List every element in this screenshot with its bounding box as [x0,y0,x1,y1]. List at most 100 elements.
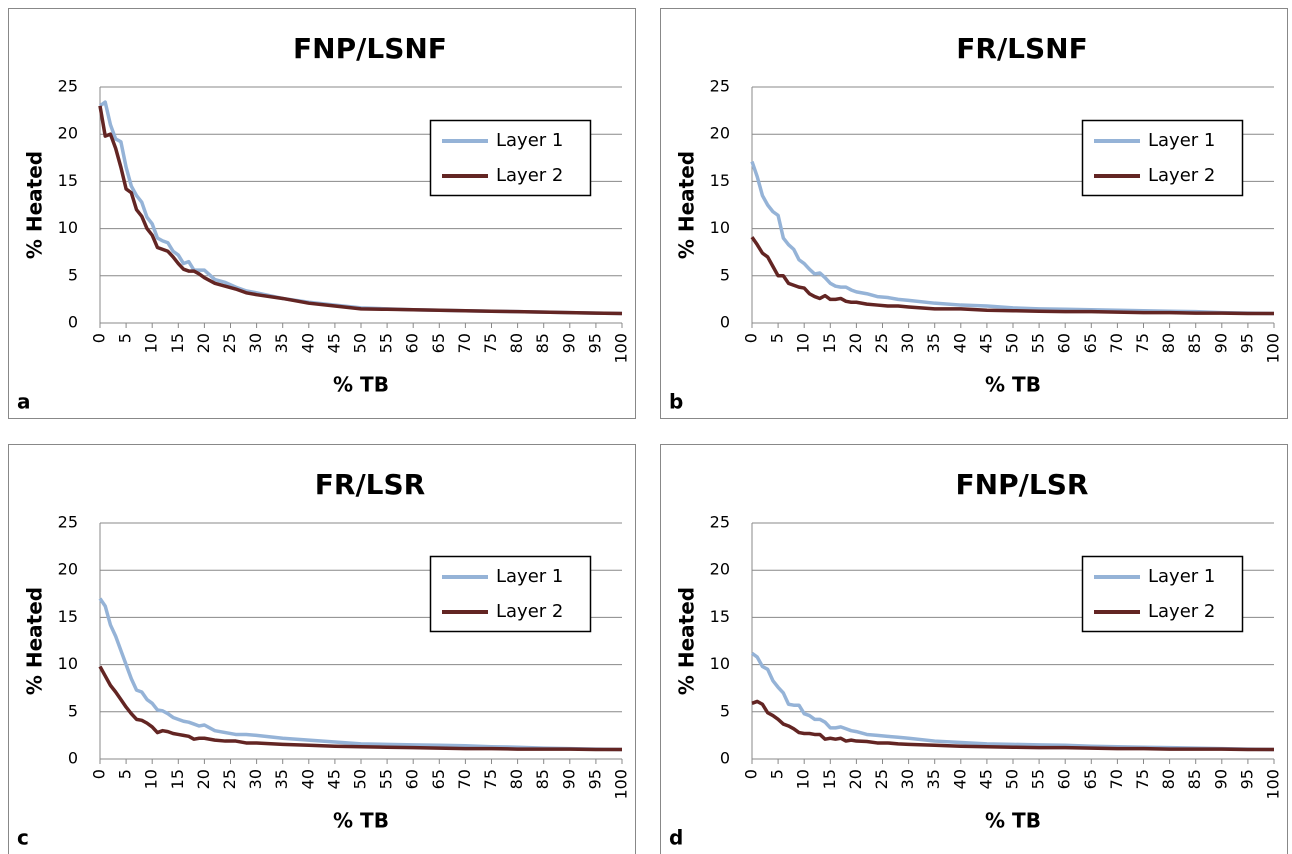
legend-label: Layer 2 [1148,601,1215,622]
y-tick-label: 25 [710,77,730,96]
x-tick-label: 75 [481,333,500,353]
legend-box [429,119,592,197]
x-tick-label: 10 [142,769,161,789]
x-tick-label: 55 [1029,333,1048,353]
x-tick-label: 10 [142,333,161,353]
y-tick-label: 10 [58,218,78,237]
x-tick-label: 30 [898,769,917,789]
y-tick-label: 15 [710,607,730,626]
x-tick-label: 95 [1237,769,1256,789]
y-tick-label: 25 [58,77,78,96]
x-tick-label: 0 [742,769,761,779]
x-axis-label: % TB [333,373,389,397]
x-tick-label: 5 [116,769,135,779]
y-tick-label: 20 [710,124,730,143]
x-tick-label: 35 [924,769,943,789]
x-tick-label: 80 [1159,333,1178,353]
y-tick-label: 25 [58,513,78,532]
y-tick-label: 20 [58,124,78,143]
x-tick-label: 65 [1081,769,1100,789]
x-tick-label: 10 [794,333,813,353]
x-tick-label: 100 [612,769,631,800]
x-tick-label: 100 [1264,333,1283,364]
x-tick-label: 15 [820,769,839,789]
x-tick-label: 40 [298,769,317,789]
x-tick-label: 20 [846,769,865,789]
x-tick-label: 50 [1003,769,1022,789]
x-tick-label: 0 [742,333,761,343]
x-tick-label: 95 [585,333,604,353]
x-tick-label: 40 [950,769,969,789]
y-axis-label: % Heated [23,587,47,695]
legend-label: Layer 2 [496,165,563,186]
panel-label: c [17,826,29,850]
x-tick-label: 65 [429,769,448,789]
data-line [750,651,1275,752]
x-tick-label: 45 [324,333,343,353]
x-tick-label: 55 [377,333,396,353]
x-tick-label: 70 [455,769,474,789]
data-line [751,699,1274,752]
y-tick-label: 0 [68,313,78,332]
x-tick-label: 95 [1237,333,1256,353]
y-tick-label: 5 [68,265,78,284]
x-tick-label: 20 [194,333,213,353]
panel-border [660,8,1288,419]
x-tick-label: 5 [116,333,135,343]
x-tick-label: 70 [455,333,474,353]
panel-border [8,8,636,419]
x-tick-label: 5 [768,769,787,779]
panel-label: d [669,826,683,850]
x-tick-label: 35 [272,333,291,353]
panel-label: b [669,390,683,414]
x-tick-label: 35 [924,333,943,353]
y-tick-label: 0 [720,749,730,768]
panel-label: a [17,390,31,414]
x-tick-label: 70 [1107,769,1126,789]
legend-box [1081,555,1244,633]
x-tick-label: 25 [872,333,891,353]
x-tick-label: 50 [351,769,370,789]
x-tick-label: 100 [612,333,631,364]
data-line [98,105,623,316]
x-tick-label: 55 [1029,769,1048,789]
x-tick-label: 30 [898,333,917,353]
x-tick-label: 80 [507,333,526,353]
data-line [750,161,1275,316]
chart-title: FNP/LSNF [293,32,447,65]
x-tick-label: 85 [1185,333,1204,353]
x-tick-label: 55 [377,769,396,789]
y-tick-label: 10 [58,654,78,673]
x-tick-label: 80 [507,769,526,789]
y-tick-label: 5 [720,265,730,284]
x-tick-label: 85 [533,769,552,789]
data-line [98,665,622,752]
x-tick-label: 0 [90,333,109,343]
y-axis-label: % Heated [23,151,47,259]
y-tick-label: 10 [710,654,730,673]
y-axis-label: % Heated [675,587,699,695]
x-tick-label: 85 [1185,769,1204,789]
x-tick-label: 15 [820,333,839,353]
x-tick-label: 60 [1055,333,1074,353]
x-tick-label: 0 [90,769,109,779]
x-tick-label: 45 [976,333,995,353]
x-tick-label: 60 [403,769,422,789]
x-tick-label: 45 [324,769,343,789]
y-tick-label: 0 [720,313,730,332]
chart-title: FNP/LSR [956,468,1089,501]
panel-border [8,444,636,854]
x-tick-label: 65 [1081,333,1100,353]
x-tick-label: 100 [1264,769,1283,800]
data-line [98,597,623,752]
legend-box [1081,119,1244,197]
x-tick-label: 25 [220,769,239,789]
y-axis-label: % Heated [675,151,699,259]
x-axis-label: % TB [333,809,389,833]
x-tick-label: 75 [1133,333,1152,353]
x-tick-label: 95 [585,769,604,789]
x-axis-label: % TB [985,809,1041,833]
x-tick-label: 60 [403,333,422,353]
